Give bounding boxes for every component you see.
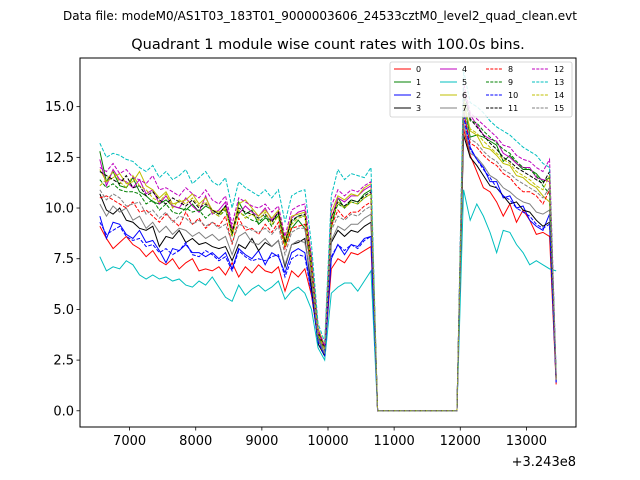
series-line-13 — [99, 70, 557, 412]
legend-label-1: 1 — [416, 78, 421, 87]
figure-suptitle: Data file: modeM0/AS1T03_183T01_90000036… — [63, 9, 577, 23]
legend-label-5: 5 — [462, 78, 467, 87]
legend-label-6: 6 — [462, 91, 467, 100]
x-tick-label: 13000 — [506, 434, 547, 449]
x-tick-label: 12000 — [440, 434, 481, 449]
series-line-7 — [99, 122, 557, 412]
y-tick-label: 7.5 — [53, 252, 74, 267]
legend-label-0: 0 — [416, 65, 421, 74]
series-line-10 — [99, 116, 557, 412]
series-line-0 — [99, 128, 557, 412]
y-tick-label: 10.0 — [45, 202, 74, 217]
x-axis: 7000 8000 9000 10000 11000 12000 13000 — [113, 427, 547, 449]
series-line-12 — [99, 82, 557, 412]
legend-box — [389, 61, 573, 118]
x-tick-label: 10000 — [307, 434, 348, 449]
legend-label-15: 15 — [554, 104, 564, 113]
chart-title: Quadrant 1 module wise count rates with … — [131, 37, 525, 53]
series-line-11 — [99, 88, 557, 412]
legend-label-14: 14 — [554, 91, 564, 100]
series-line-9 — [99, 96, 557, 412]
legend-label-7: 7 — [462, 104, 467, 113]
legend-label-12: 12 — [554, 65, 564, 74]
series-line-14 — [99, 104, 557, 412]
series-line-5 — [99, 189, 557, 412]
series-line-15 — [99, 108, 557, 412]
x-tick-label: 11000 — [373, 434, 414, 449]
series-line-1 — [99, 100, 557, 412]
y-tick-label: 5.0 — [53, 303, 74, 318]
y-tick-label: 2.5 — [53, 354, 74, 369]
legend-label-9: 9 — [508, 78, 513, 87]
x-offset-label: +3.243e8 — [512, 455, 576, 470]
series-line-8 — [99, 112, 557, 412]
legend-label-13: 13 — [554, 78, 564, 87]
legend-label-4: 4 — [462, 65, 467, 74]
legend-label-10: 10 — [508, 91, 518, 100]
plot-area — [99, 70, 557, 412]
legend-label-8: 8 — [508, 65, 513, 74]
y-tick-label: 12.5 — [45, 151, 74, 166]
series-line-3 — [99, 134, 557, 412]
y-tick-label: 0.0 — [53, 404, 74, 419]
legend-label-11: 11 — [508, 104, 518, 113]
legend-label-3: 3 — [416, 104, 421, 113]
x-tick-label: 9000 — [245, 434, 278, 449]
x-tick-label: 8000 — [179, 434, 212, 449]
series-line-2 — [99, 110, 557, 412]
legend-label-2: 2 — [416, 91, 421, 100]
y-axis: 0.0 2.5 5.0 7.5 10.0 12.5 15.0 — [45, 100, 80, 419]
y-tick-label: 15.0 — [45, 100, 74, 115]
series-line-6 — [99, 98, 557, 412]
x-tick-label: 7000 — [113, 434, 146, 449]
